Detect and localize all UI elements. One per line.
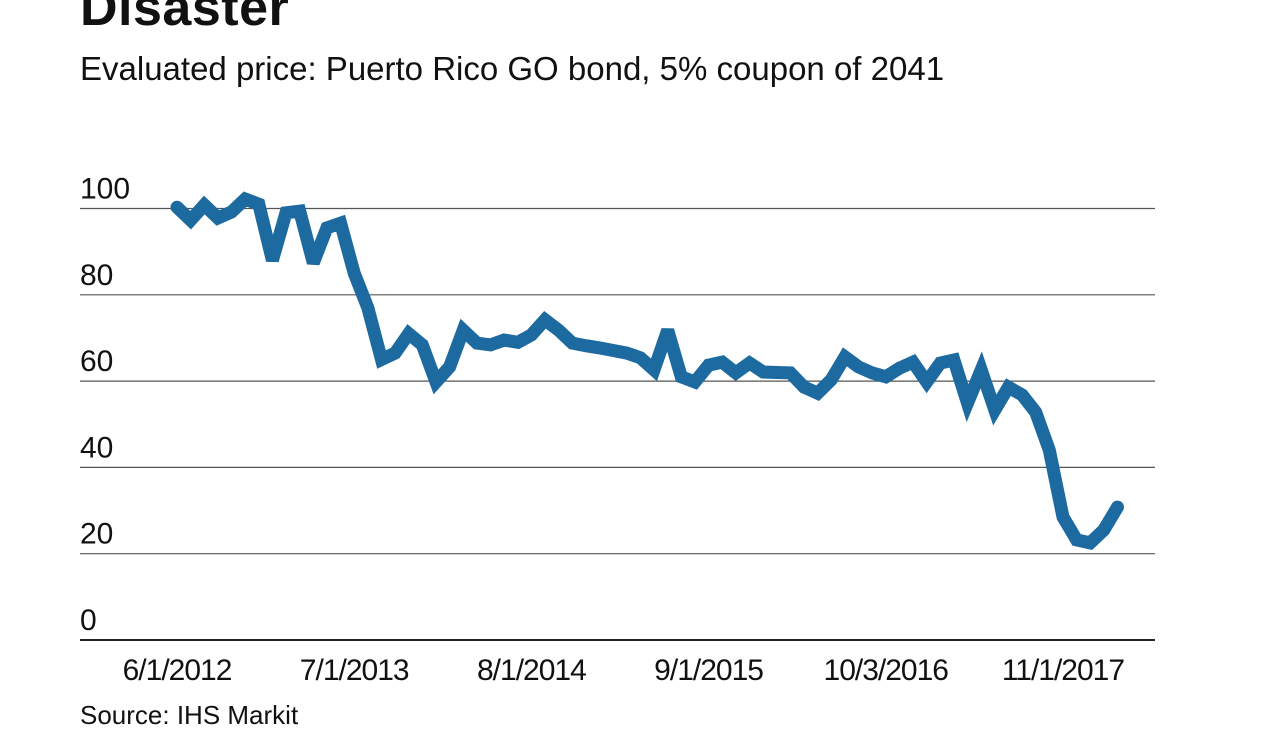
x-tick-label: 9/1/2015 bbox=[654, 654, 763, 687]
y-tick-label: 60 bbox=[80, 345, 113, 378]
x-tick-label: 11/1/2017 bbox=[1002, 654, 1125, 687]
price-line bbox=[177, 199, 1118, 543]
x-tick-label: 6/1/2012 bbox=[123, 654, 232, 687]
x-tick-label: 8/1/2014 bbox=[477, 654, 586, 687]
y-tick-label: 40 bbox=[80, 431, 113, 464]
y-tick-label: 80 bbox=[80, 259, 113, 292]
x-tick-label: 7/1/2013 bbox=[300, 654, 409, 687]
y-tick-label: 100 bbox=[80, 173, 130, 206]
y-tick-label: 0 bbox=[80, 604, 97, 637]
y-tick-label: 20 bbox=[80, 518, 113, 551]
x-tick-label: 10/3/2016 bbox=[824, 654, 949, 687]
source-note: Source: IHS Markit bbox=[80, 700, 298, 731]
